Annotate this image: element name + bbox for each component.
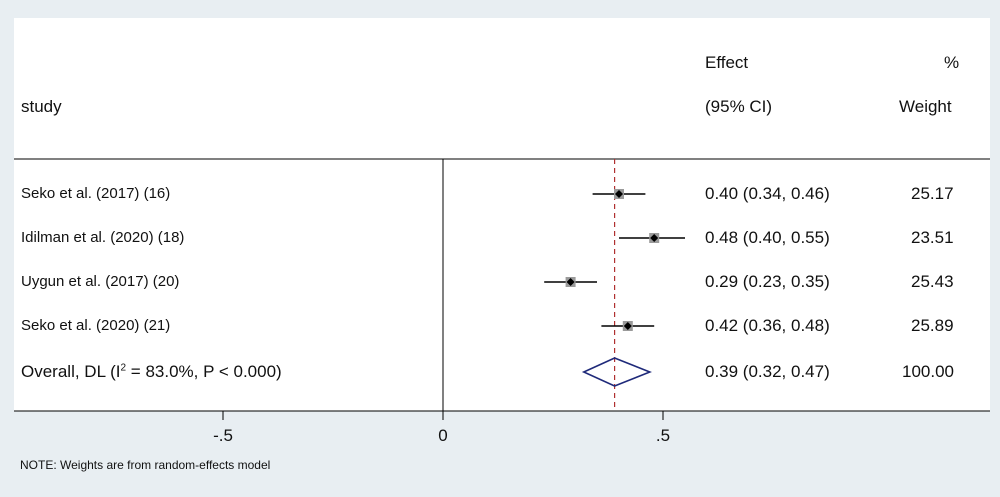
study-ci-2: 0.29 (0.23, 0.35)	[705, 272, 830, 291]
study-label-3: Seko et al. (2020) (21)	[21, 317, 171, 334]
study-weight-0: 25.17	[911, 184, 954, 203]
overall-diamond	[581, 357, 652, 387]
study-header: study	[21, 97, 62, 116]
study-ci-3: 0.42 (0.36, 0.48)	[705, 316, 830, 335]
overall-weight: 100.00	[902, 362, 954, 381]
overall-ci: 0.39 (0.32, 0.47)	[705, 362, 830, 381]
weight-header: Weight	[899, 97, 952, 116]
study-weight-1: 23.51	[911, 228, 954, 247]
point-estimate-0	[615, 190, 623, 198]
study-label-1: Idilman et al. (2020) (18)	[21, 229, 185, 246]
note-text: NOTE: Weights are from random-effects mo…	[20, 458, 271, 472]
study-label-2: Uygun et al. (2017) (20)	[21, 273, 180, 290]
percent-header: %	[944, 53, 960, 72]
point-estimate-1	[650, 234, 659, 242]
overall-label: Overall, DL (I2 = 83.0%, P < 0.000)	[21, 362, 282, 381]
effect-header: Effect	[705, 53, 749, 72]
point-estimate-3	[623, 322, 632, 330]
plot-panel	[14, 18, 990, 411]
ci-header: (95% CI)	[705, 97, 773, 116]
x-tick-label-2: .5	[655, 426, 671, 445]
study-weight-2: 25.43	[911, 272, 954, 291]
study-weight-3: 25.89	[911, 316, 954, 335]
study-ci-1: 0.48 (0.40, 0.55)	[705, 228, 830, 247]
study-ci-0: 0.40 (0.34, 0.46)	[705, 184, 830, 203]
x-tick-label-0: -.5	[213, 426, 233, 445]
study-label-0: Seko et al. (2017) (16)	[21, 185, 171, 202]
point-estimate-2	[566, 278, 575, 286]
x-tick-label-1: 0	[438, 426, 448, 445]
